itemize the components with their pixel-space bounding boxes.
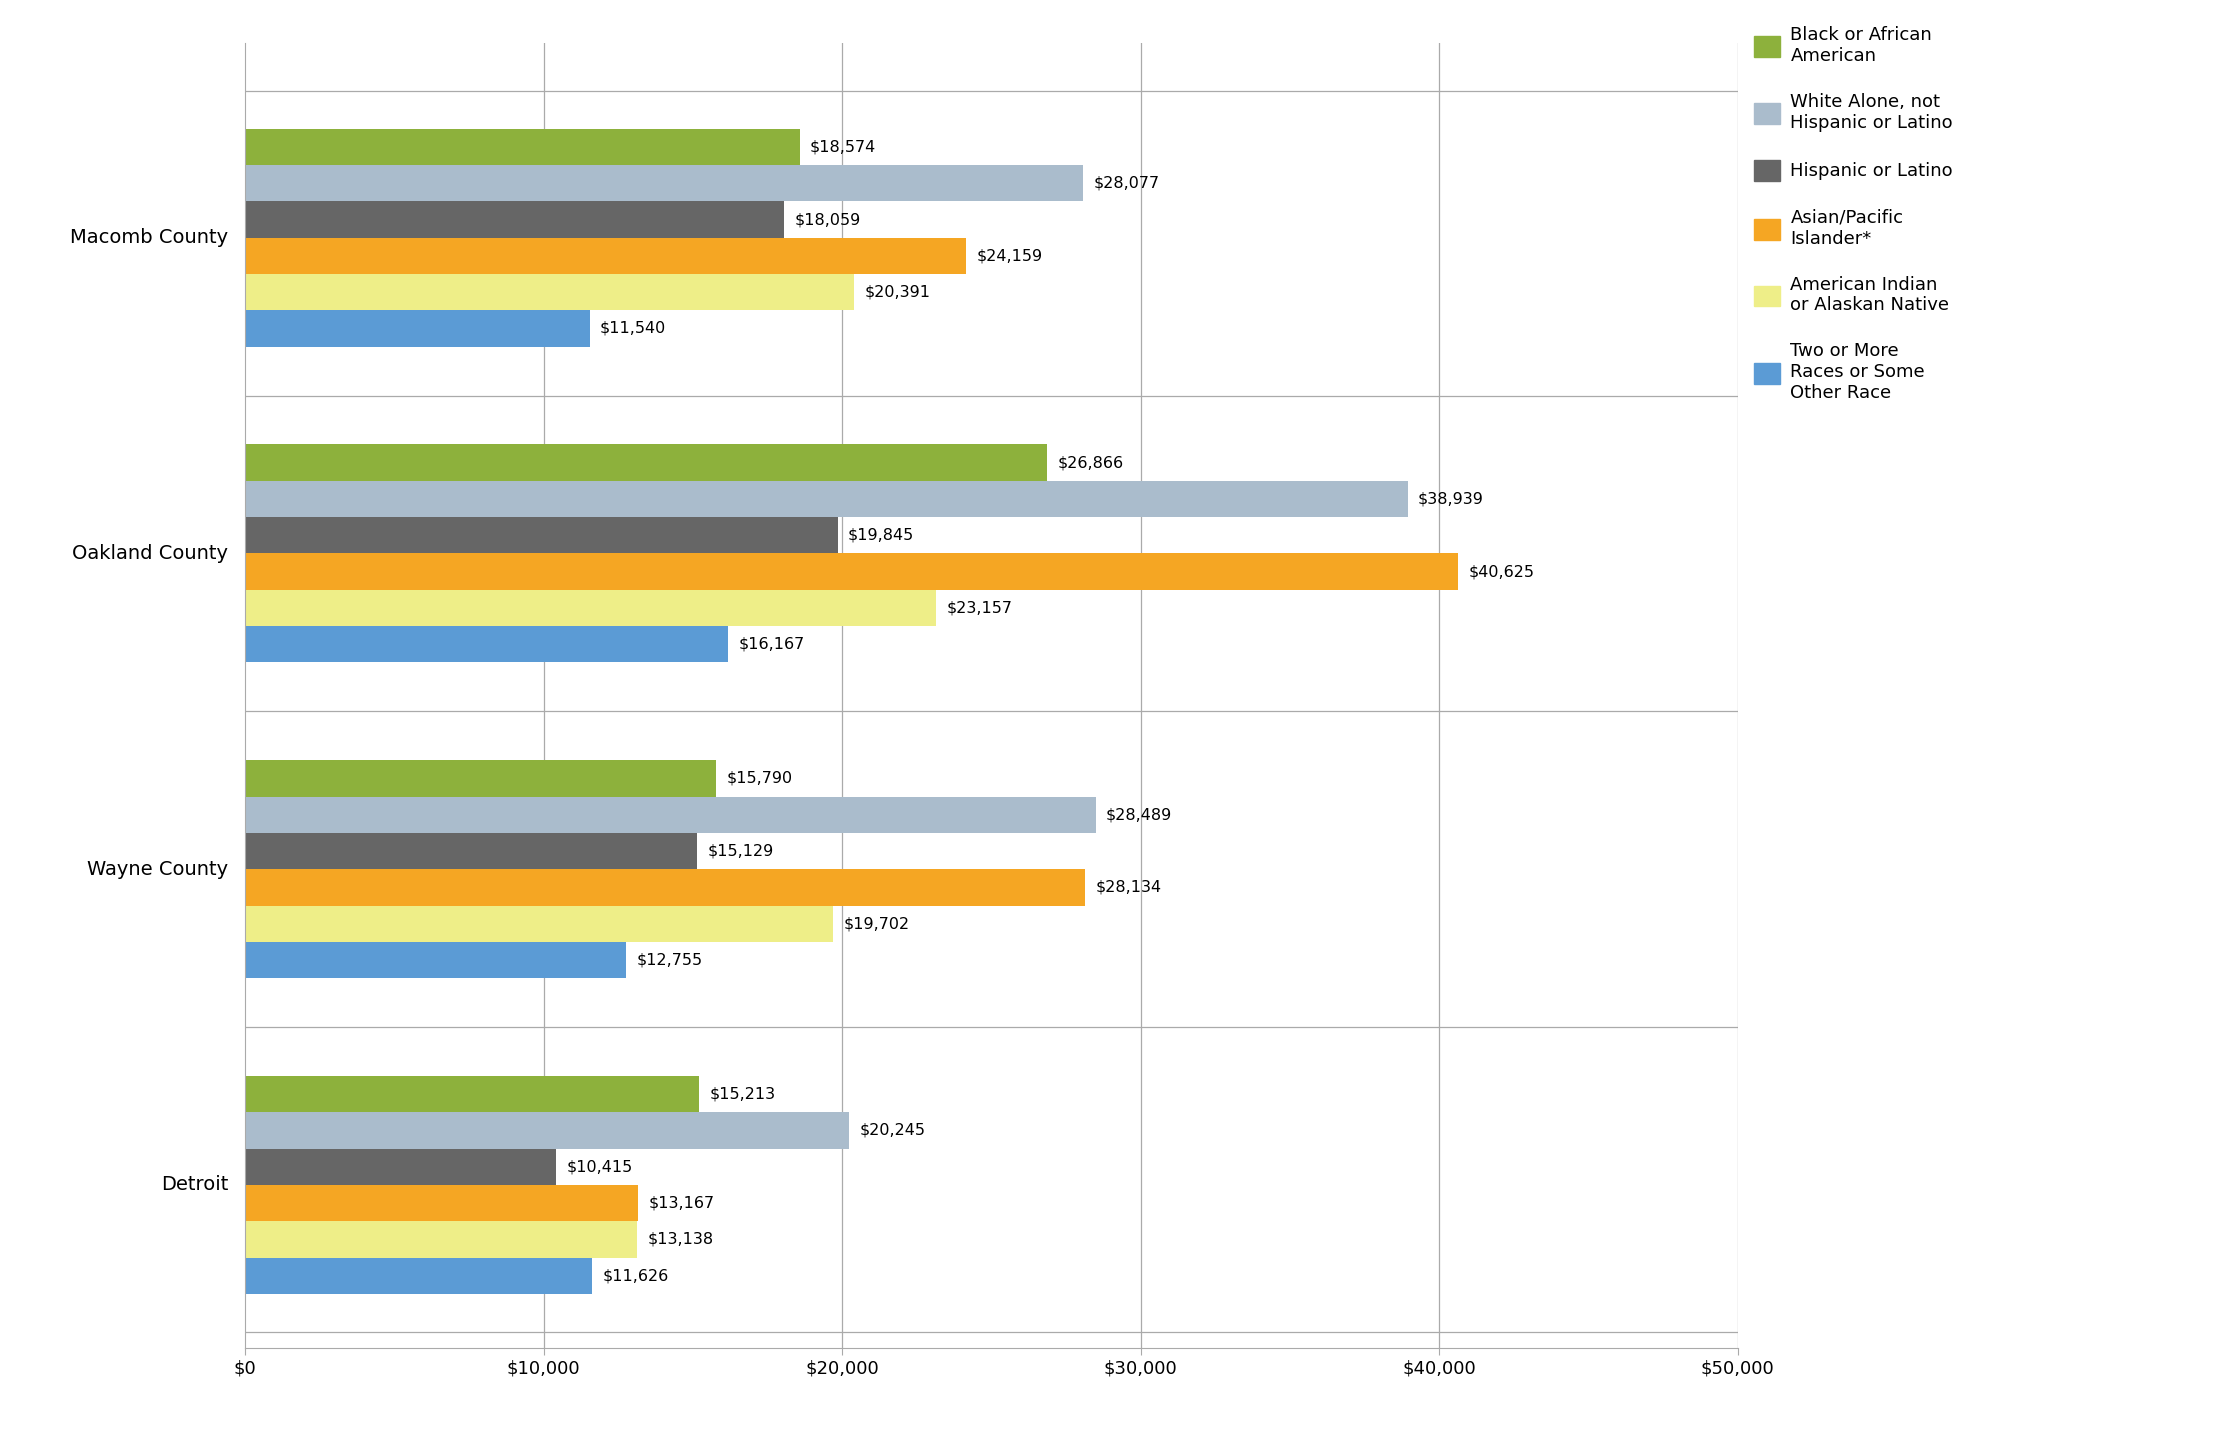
Bar [245, 869, 1085, 906]
Text: $24,159: $24,159 [976, 248, 1043, 264]
Bar [245, 274, 853, 310]
Bar [245, 1149, 557, 1185]
Bar [245, 310, 590, 346]
Bar [245, 906, 833, 942]
Bar [245, 1258, 593, 1294]
Text: $40,625: $40,625 [1468, 564, 1535, 580]
Text: $15,129: $15,129 [706, 843, 773, 859]
Text: $28,134: $28,134 [1096, 880, 1161, 895]
Text: $28,489: $28,489 [1105, 807, 1172, 822]
Text: $18,574: $18,574 [811, 139, 876, 155]
Bar [245, 626, 729, 662]
Bar [245, 165, 1083, 201]
Text: $19,845: $19,845 [849, 527, 913, 543]
Text: $20,391: $20,391 [864, 284, 931, 300]
Bar [245, 942, 626, 978]
Bar [245, 554, 1457, 590]
Bar [245, 201, 784, 238]
Bar [245, 1222, 637, 1258]
Bar [245, 238, 967, 274]
Bar [245, 833, 697, 869]
Text: $18,059: $18,059 [795, 212, 860, 227]
Text: $20,245: $20,245 [860, 1123, 927, 1137]
Bar [245, 1185, 637, 1222]
Bar [245, 129, 800, 165]
Text: $28,077: $28,077 [1094, 175, 1161, 191]
Bar [245, 517, 838, 554]
Legend: Black or African
American, White Alone, not
Hispanic or Latino, Hispanic or Lati: Black or African American, White Alone, … [1753, 26, 1954, 401]
Text: $19,702: $19,702 [844, 916, 909, 932]
Bar [245, 590, 936, 626]
Bar [245, 1113, 849, 1149]
Text: $15,790: $15,790 [726, 771, 793, 785]
Bar [245, 761, 717, 797]
Bar [245, 481, 1408, 517]
Text: $13,138: $13,138 [648, 1232, 713, 1248]
Bar [245, 797, 1096, 833]
Text: $10,415: $10,415 [566, 1159, 633, 1174]
Bar [245, 445, 1047, 481]
Bar [245, 1077, 700, 1113]
Text: $16,167: $16,167 [737, 636, 804, 652]
Text: $12,755: $12,755 [637, 952, 702, 968]
Text: $26,866: $26,866 [1058, 455, 1123, 469]
Text: $11,540: $11,540 [599, 320, 666, 336]
Text: $15,213: $15,213 [711, 1087, 775, 1101]
Text: $11,626: $11,626 [602, 1268, 668, 1284]
Text: $23,157: $23,157 [947, 600, 1014, 616]
Text: $13,167: $13,167 [648, 1195, 715, 1210]
Text: $38,939: $38,939 [1417, 491, 1484, 507]
